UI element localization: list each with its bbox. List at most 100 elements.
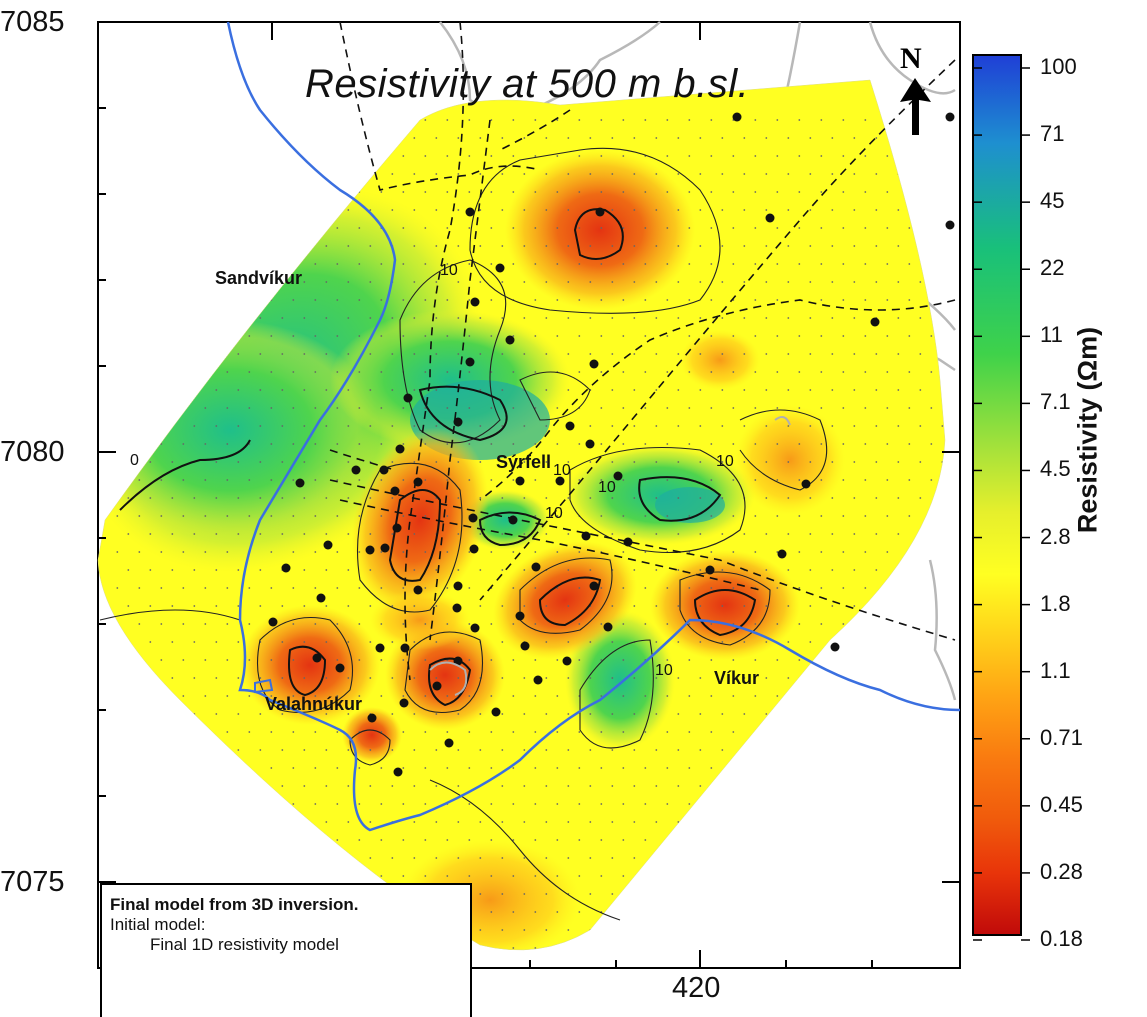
contour-label: 10 — [553, 462, 571, 479]
station-marker — [413, 585, 423, 595]
map-title: Resistivity at 500 m b.sl. — [305, 62, 750, 106]
station-marker — [390, 486, 400, 496]
station-marker — [520, 641, 530, 651]
place-label-syrfell: Sýrfell — [496, 452, 552, 472]
colorbar-label: Resistivity (Ωm) — [1072, 326, 1103, 534]
station-marker — [777, 549, 787, 559]
y-tick-label: 7080 — [0, 436, 65, 468]
colorbar-tick-label: 22 — [1040, 255, 1065, 281]
station-marker — [533, 675, 543, 685]
colorbar-tick-label: 0.45 — [1040, 791, 1083, 817]
colorbar-tick-label: 100 — [1040, 54, 1077, 79]
north-arrow-icon — [900, 78, 931, 135]
station-marker — [830, 642, 840, 652]
station-marker — [453, 417, 463, 427]
colorbar-ticks — [973, 67, 1030, 941]
station-marker — [945, 220, 955, 230]
info-box-line: Final 1D resistivity model — [150, 935, 339, 954]
station-marker — [379, 465, 389, 475]
station-marker — [705, 565, 715, 575]
station-marker — [380, 543, 390, 553]
contour-label: 10 — [440, 262, 458, 279]
station-marker — [603, 622, 613, 632]
station-marker — [400, 643, 410, 653]
station-marker — [453, 656, 463, 666]
station-marker — [585, 439, 595, 449]
colorbar-tick-label: 11 — [1040, 322, 1063, 348]
station-marker — [623, 537, 633, 547]
shoreline — [226, 21, 961, 832]
colorbar-tick-label: 7.1 — [1040, 389, 1071, 415]
info-box-line: Initial model: — [110, 915, 206, 934]
contours-thick — [119, 208, 757, 707]
station-marker — [392, 523, 402, 533]
station-marker — [515, 476, 525, 486]
station-marker — [613, 471, 623, 481]
station-marker — [393, 767, 403, 777]
station-marker — [367, 713, 377, 723]
station-marker — [555, 476, 565, 486]
y-tick-label: 7075 — [0, 866, 65, 898]
contour-label: 10 — [655, 662, 673, 679]
station-marker — [945, 112, 955, 122]
station-marker — [589, 581, 599, 591]
stations — [268, 112, 955, 777]
station-marker — [465, 207, 475, 217]
place-label-valahnukur: Valahnúkur — [265, 694, 363, 714]
station-marker — [801, 479, 811, 489]
station-marker — [399, 698, 409, 708]
station-marker — [365, 545, 375, 555]
contour-label: 10 — [545, 505, 563, 522]
station-marker — [351, 465, 361, 475]
place-label-vikur: Víkur — [714, 668, 760, 688]
info-box-title: Final model from 3D inversion. — [110, 895, 359, 914]
station-marker — [281, 563, 291, 573]
colorbar-tick-label: 45 — [1040, 188, 1065, 214]
station-marker — [312, 653, 322, 663]
station-marker — [468, 513, 478, 523]
station-marker — [432, 681, 442, 691]
station-marker — [452, 603, 462, 613]
contour-label-group: 0 10 10 10 10 10 10 — [130, 262, 734, 679]
station-marker — [395, 444, 405, 454]
station-marker — [453, 581, 463, 591]
fault-lines — [329, 21, 956, 681]
contour-label: 0 — [130, 452, 139, 469]
station-marker — [495, 263, 505, 273]
station-marker — [335, 663, 345, 673]
station-marker — [565, 421, 575, 431]
station-marker — [295, 478, 305, 488]
station-marker — [515, 611, 525, 621]
contours-thin — [99, 147, 828, 921]
station-marker — [323, 540, 333, 550]
crater-outlines — [429, 415, 791, 696]
colorbar-tick-label: 1.1 — [1040, 657, 1071, 683]
station-marker — [470, 297, 480, 307]
colorbar-tick-label: 0.28 — [1040, 858, 1083, 884]
contour-label: 10 — [598, 479, 616, 496]
station-marker — [505, 335, 515, 345]
contour-label: 10 — [716, 453, 734, 470]
colorbar-tick-label: 1.8 — [1040, 590, 1071, 616]
station-marker — [469, 544, 479, 554]
station-marker — [531, 562, 541, 572]
colorbar-tick-label: 0.71 — [1040, 724, 1083, 750]
station-marker — [562, 656, 572, 666]
station-marker — [581, 531, 591, 541]
station-marker — [316, 593, 326, 603]
station-marker — [268, 617, 278, 627]
station-marker — [765, 213, 775, 223]
north-label: N — [900, 42, 922, 75]
station-marker — [465, 357, 475, 367]
colorbar-tick-label: 2.8 — [1040, 523, 1071, 549]
station-marker — [444, 738, 454, 748]
y-tick-label: 7085 — [0, 6, 65, 38]
station-marker — [403, 393, 413, 403]
station-marker — [870, 317, 880, 327]
colorbar-tick-label: 71 — [1040, 121, 1065, 147]
station-marker — [589, 359, 599, 369]
station-marker — [491, 707, 501, 717]
station-marker — [508, 515, 518, 525]
place-label-sandvikur: Sandvíkur — [215, 268, 303, 288]
